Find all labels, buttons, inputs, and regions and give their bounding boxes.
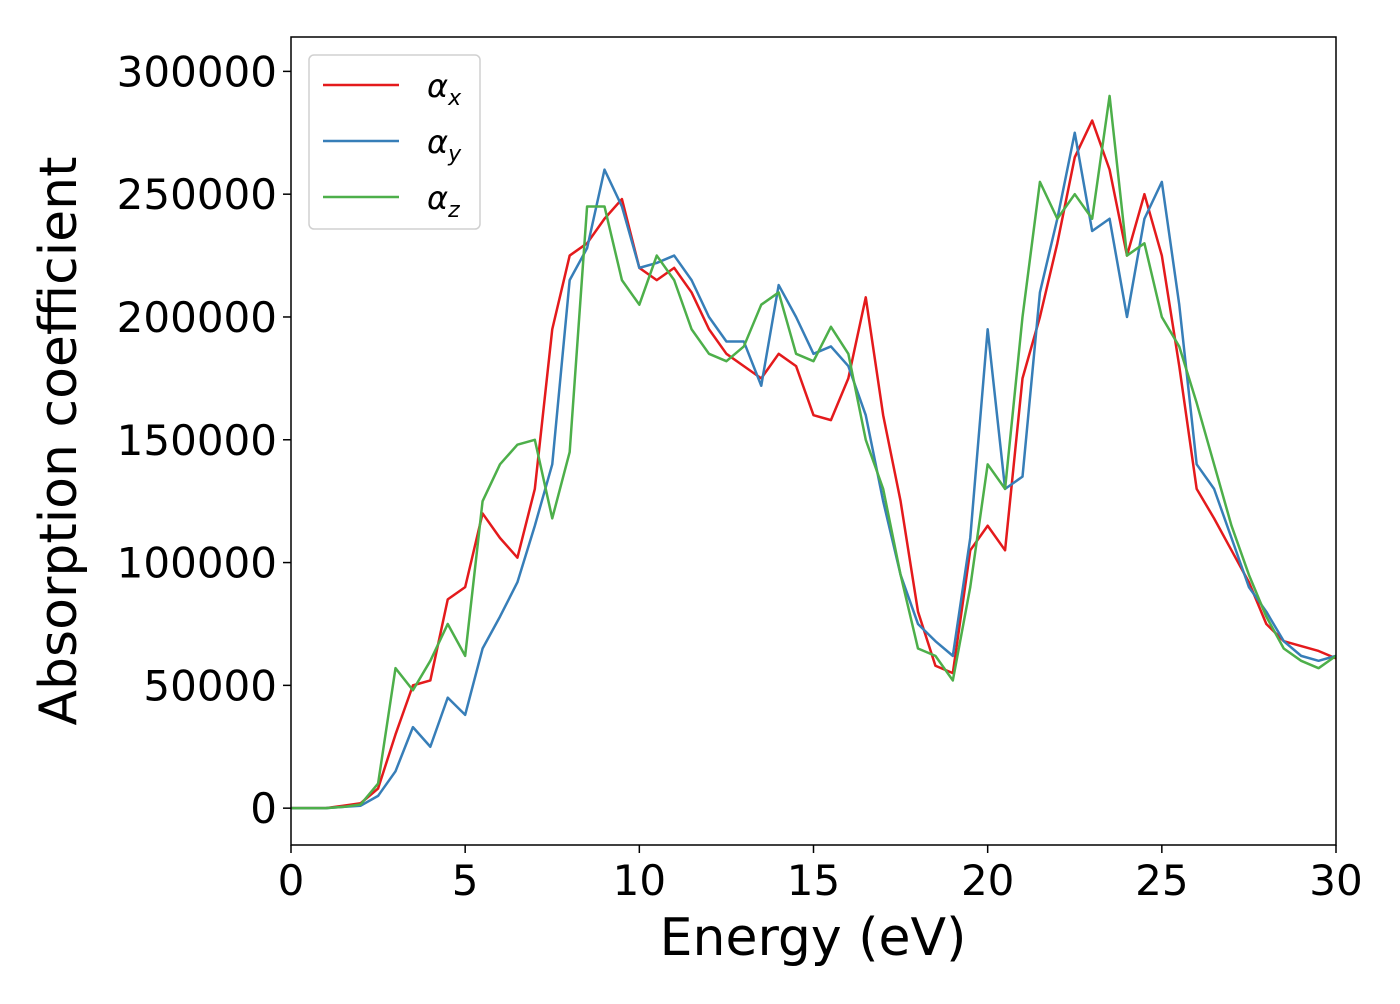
x-tick-label: 30 — [1309, 856, 1362, 905]
x-tick-label: 0 — [278, 856, 305, 905]
x-axis-label: Energy (eV) — [660, 908, 967, 968]
data-line — [291, 94, 1336, 810]
x-tick-label: 25 — [1135, 856, 1188, 905]
x-tick-label: 5 — [452, 856, 479, 905]
y-tick-label: 50000 — [143, 661, 277, 710]
y-tick-label: 0 — [250, 784, 277, 833]
x-tick-label: 20 — [961, 856, 1014, 905]
y-tick-label: 300000 — [117, 47, 277, 96]
y-tick-label: 100000 — [117, 539, 277, 588]
x-tick-label: 15 — [787, 856, 840, 905]
legend-text: αy — [427, 123, 462, 167]
y-axis-label: Absorption coefficient — [29, 156, 89, 725]
data-line — [291, 119, 1336, 810]
x-tick-label: 10 — [613, 856, 666, 905]
y-tick-label: 150000 — [117, 416, 277, 465]
legend-text: αz — [427, 179, 460, 223]
legend-text: αx — [427, 67, 462, 111]
data-line — [291, 131, 1336, 810]
y-tick-label: 250000 — [117, 170, 277, 219]
plot-frame — [290, 36, 1337, 846]
y-tick-label: 200000 — [117, 293, 277, 342]
